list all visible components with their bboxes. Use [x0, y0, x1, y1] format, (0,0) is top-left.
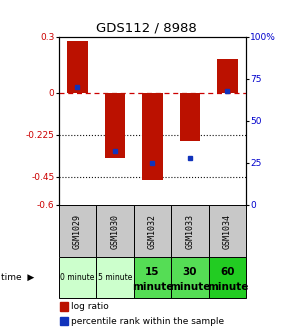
Text: 15: 15 [145, 267, 160, 277]
Text: 0 minute: 0 minute [60, 273, 95, 282]
Text: log ratio: log ratio [71, 302, 108, 311]
Bar [67, 41, 88, 93]
Bar [59, 302, 68, 310]
Bar [134, 257, 171, 298]
Text: GSM1032: GSM1032 [148, 214, 157, 249]
Text: GSM1029: GSM1029 [73, 214, 82, 249]
Bar [59, 205, 96, 257]
Text: 60: 60 [220, 267, 235, 277]
Text: minute: minute [132, 282, 173, 292]
Text: time  ▶: time ▶ [1, 273, 35, 282]
Text: minute: minute [169, 282, 211, 292]
Bar [217, 59, 238, 93]
Bar [59, 317, 68, 325]
Text: GSM1033: GSM1033 [185, 214, 194, 249]
Text: GSM1030: GSM1030 [110, 214, 119, 249]
Bar [96, 205, 134, 257]
Text: 30: 30 [183, 267, 197, 277]
Text: percentile rank within the sample: percentile rank within the sample [71, 317, 224, 326]
Text: GSM1034: GSM1034 [223, 214, 232, 249]
Bar [171, 257, 209, 298]
Text: minute: minute [207, 282, 248, 292]
Text: GDS112 / 8988: GDS112 / 8988 [96, 22, 197, 35]
Bar [96, 257, 134, 298]
Bar [142, 93, 163, 180]
Bar [209, 257, 246, 298]
Bar [180, 93, 200, 141]
Bar [59, 257, 96, 298]
Bar [171, 205, 209, 257]
Bar [134, 205, 171, 257]
Text: 5 minute: 5 minute [98, 273, 132, 282]
Bar [209, 205, 246, 257]
Bar [105, 93, 125, 158]
